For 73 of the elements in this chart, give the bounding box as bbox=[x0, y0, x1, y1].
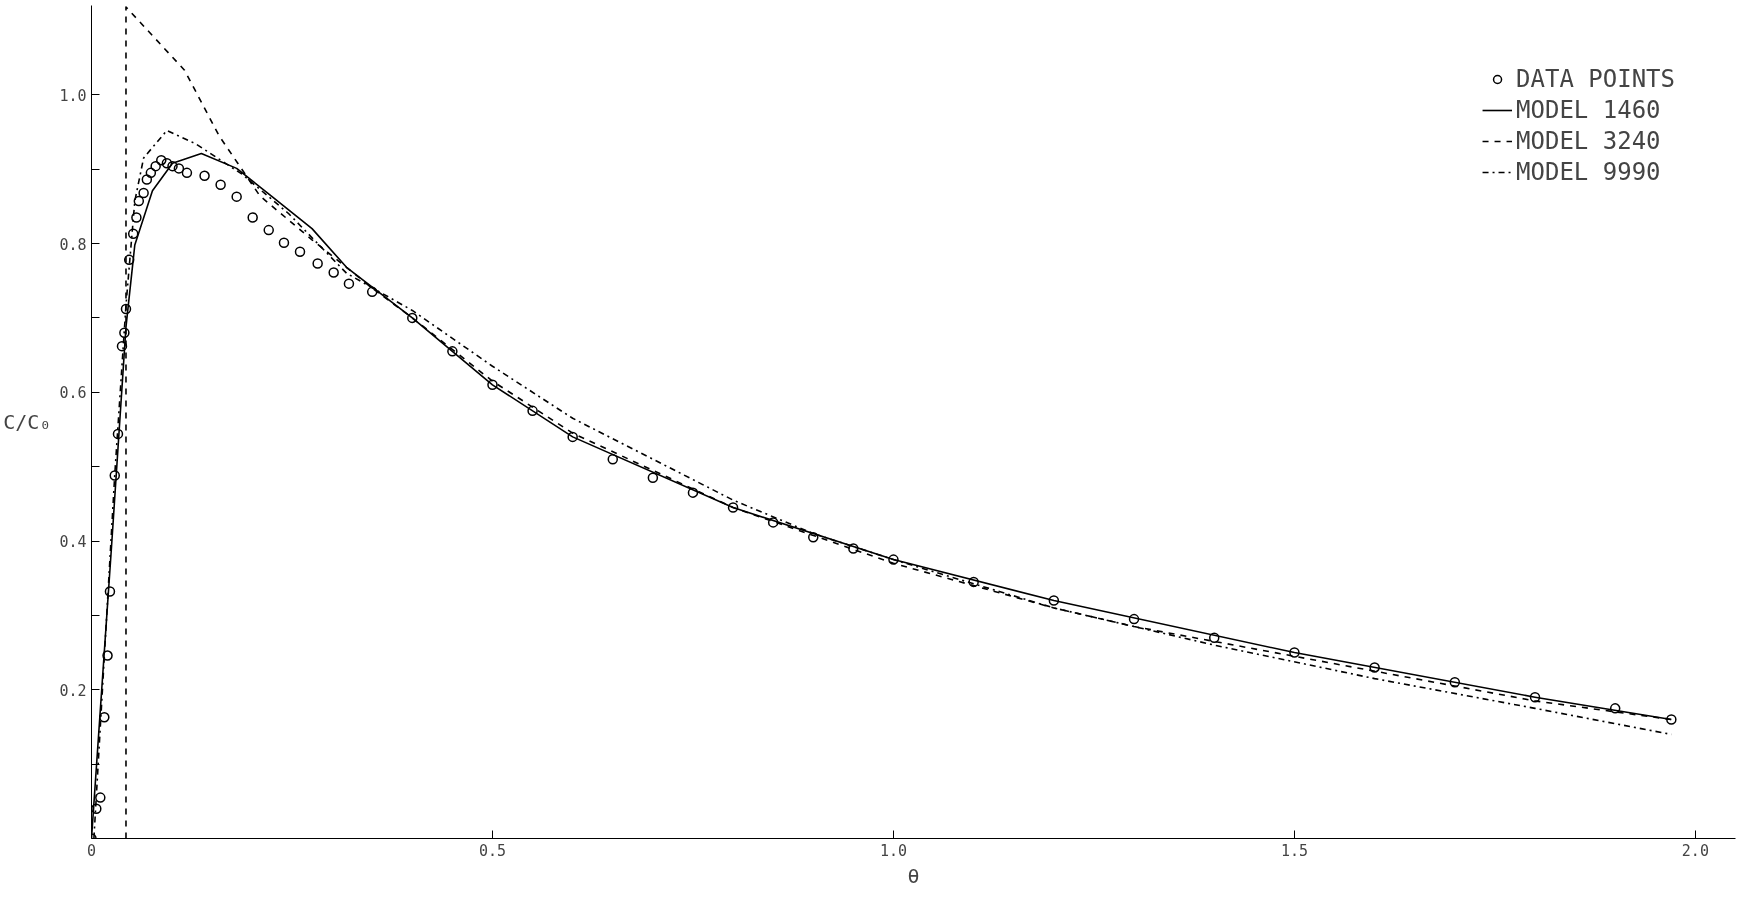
point bbox=[687, 487, 699, 498]
point bbox=[1048, 595, 1060, 606]
point bbox=[104, 586, 116, 597]
y-tick-label: 0.8 bbox=[59, 235, 87, 254]
y-axis-title: C/C₀ bbox=[3, 410, 52, 434]
point bbox=[407, 312, 418, 324]
y-tick-label: 0.6 bbox=[59, 384, 87, 403]
x-tick-label: 1.5 bbox=[1280, 841, 1308, 860]
point bbox=[278, 237, 290, 248]
point bbox=[120, 303, 132, 315]
point bbox=[112, 428, 124, 440]
y-tick-label: 0.2 bbox=[59, 681, 87, 700]
x-tick-label: 0 bbox=[86, 841, 97, 860]
point bbox=[1128, 613, 1140, 625]
point bbox=[141, 174, 153, 185]
point bbox=[487, 379, 498, 391]
point bbox=[161, 157, 173, 169]
point bbox=[1529, 691, 1541, 703]
legend-label: DATA POINTS bbox=[1516, 65, 1675, 93]
point bbox=[109, 470, 121, 481]
point bbox=[263, 224, 274, 236]
point bbox=[343, 278, 355, 289]
point bbox=[567, 431, 578, 443]
point bbox=[527, 405, 538, 417]
point bbox=[328, 267, 339, 278]
point bbox=[808, 532, 819, 543]
point bbox=[199, 170, 210, 182]
point bbox=[91, 803, 102, 814]
point bbox=[888, 554, 899, 565]
point bbox=[167, 160, 178, 172]
x-tick-label: 0.5 bbox=[478, 841, 507, 860]
point bbox=[231, 191, 242, 202]
point bbox=[447, 346, 458, 357]
legend-label: MODEL 1460 bbox=[1516, 96, 1661, 124]
point bbox=[119, 327, 130, 338]
point bbox=[767, 517, 779, 528]
point bbox=[1609, 703, 1621, 714]
point bbox=[294, 246, 306, 257]
point bbox=[312, 258, 323, 269]
point bbox=[156, 154, 167, 166]
point bbox=[133, 195, 145, 207]
point bbox=[727, 502, 739, 513]
point bbox=[138, 187, 149, 199]
point bbox=[173, 163, 185, 174]
point bbox=[131, 212, 142, 223]
x-tick-label: 1.0 bbox=[879, 841, 907, 860]
point bbox=[99, 712, 110, 723]
point bbox=[1369, 662, 1380, 673]
point bbox=[1289, 647, 1300, 658]
point bbox=[1666, 714, 1677, 725]
point bbox=[1208, 632, 1220, 643]
point bbox=[848, 543, 859, 554]
point bbox=[968, 576, 979, 588]
point bbox=[215, 179, 226, 190]
point bbox=[123, 254, 135, 266]
point bbox=[647, 472, 659, 484]
point bbox=[102, 650, 113, 661]
legend-label: MODEL 3240 bbox=[1516, 127, 1661, 155]
point bbox=[145, 167, 157, 179]
legend-label: MODEL 9990 bbox=[1516, 158, 1661, 186]
point bbox=[116, 340, 128, 352]
y-tick-label: 1.0 bbox=[59, 86, 87, 105]
point bbox=[150, 160, 161, 172]
point bbox=[127, 228, 139, 240]
point bbox=[181, 167, 193, 179]
x-axis-title: θ bbox=[907, 863, 920, 888]
point bbox=[247, 212, 258, 223]
point bbox=[607, 453, 619, 465]
point bbox=[366, 286, 378, 298]
point bbox=[95, 792, 106, 803]
point bbox=[1449, 677, 1461, 688]
x-tick-label: 2.0 bbox=[1681, 841, 1709, 860]
y-tick-label: 0.4 bbox=[59, 533, 87, 551]
